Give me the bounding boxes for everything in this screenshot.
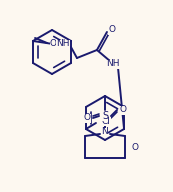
Text: S: S bbox=[102, 111, 108, 121]
Text: O: O bbox=[108, 26, 115, 35]
Text: NH: NH bbox=[106, 60, 120, 69]
Text: N: N bbox=[102, 127, 108, 137]
Text: NH: NH bbox=[56, 40, 70, 49]
Text: O: O bbox=[49, 39, 57, 47]
Text: O: O bbox=[120, 105, 126, 114]
Text: O: O bbox=[84, 113, 90, 122]
Text: Cl: Cl bbox=[102, 117, 111, 126]
Text: O: O bbox=[131, 142, 139, 151]
